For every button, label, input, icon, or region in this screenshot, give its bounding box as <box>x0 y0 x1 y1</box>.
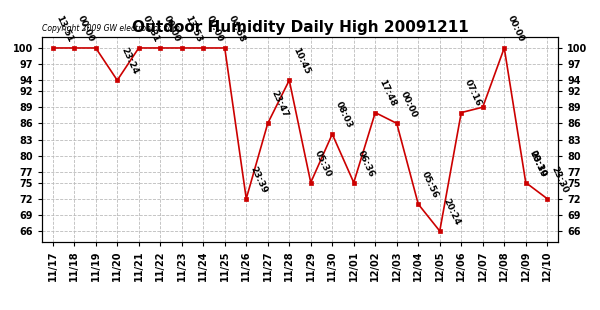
Text: 04:58: 04:58 <box>226 14 247 44</box>
Text: 23:39: 23:39 <box>248 165 268 194</box>
Text: 05:56: 05:56 <box>420 170 440 200</box>
Text: 00:00: 00:00 <box>205 14 225 44</box>
Text: 07:31: 07:31 <box>140 14 161 44</box>
Text: 10:45: 10:45 <box>291 46 311 76</box>
Text: 00:00: 00:00 <box>506 14 526 44</box>
Text: 13:53: 13:53 <box>184 14 204 44</box>
Text: 00:00: 00:00 <box>76 14 96 44</box>
Text: 06:36: 06:36 <box>355 148 376 178</box>
Text: 13:51: 13:51 <box>55 14 75 44</box>
Text: Copyright 2009 GW electronics.com: Copyright 2009 GW electronics.com <box>42 24 180 33</box>
Text: 05:30: 05:30 <box>313 149 332 178</box>
Text: 17:48: 17:48 <box>377 78 397 108</box>
Text: 00:00: 00:00 <box>398 90 419 119</box>
Text: 08:03: 08:03 <box>334 100 354 130</box>
Text: 23:24: 23:24 <box>119 46 139 76</box>
Text: 00:00: 00:00 <box>162 14 182 44</box>
Text: 23:30: 23:30 <box>527 148 548 178</box>
Text: 00:19: 00:19 <box>527 148 548 178</box>
Text: 23:47: 23:47 <box>269 89 290 119</box>
Text: 20:24: 20:24 <box>442 197 462 227</box>
Text: 07:16: 07:16 <box>463 78 483 108</box>
Text: 23:30: 23:30 <box>549 165 569 194</box>
Title: Outdoor Humidity Daily High 20091211: Outdoor Humidity Daily High 20091211 <box>131 20 469 35</box>
